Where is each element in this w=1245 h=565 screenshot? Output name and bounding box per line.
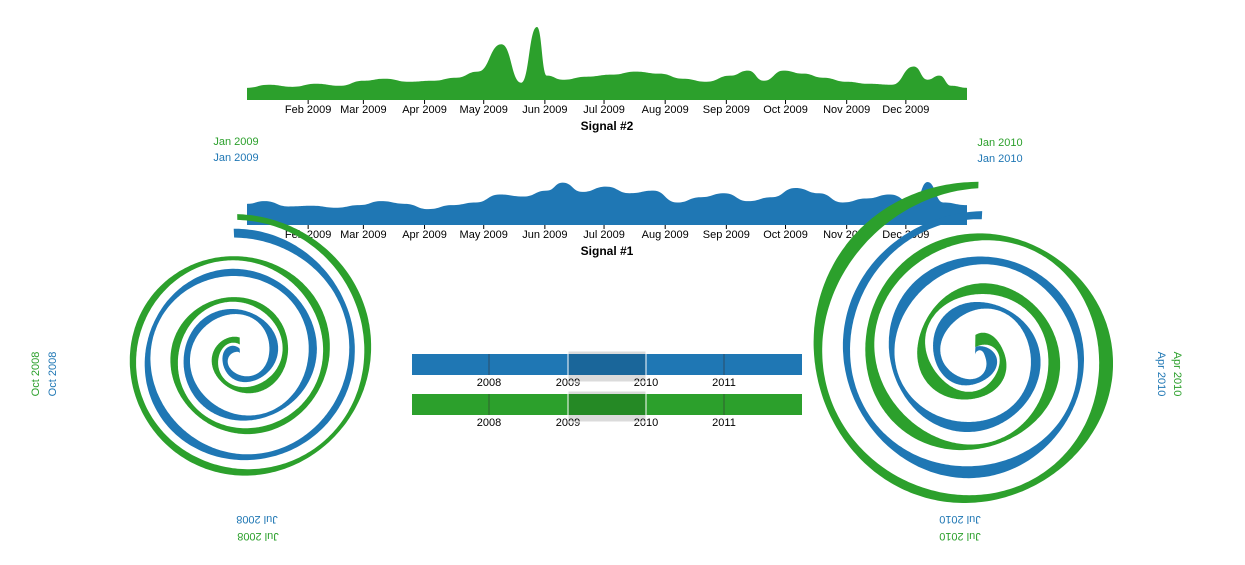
x-tick-label: May 2009 [460, 104, 508, 116]
x-tick-label: Jun 2009 [522, 229, 567, 241]
x-tick-label: Jul 2009 [583, 104, 625, 116]
x-tick-label: Nov 2009 [823, 104, 870, 116]
x-tick-label: Jun 2009 [522, 104, 567, 116]
signal1-title: Signal #1 [581, 244, 634, 258]
left-label-top-signal1: Jan 2009 [213, 152, 258, 164]
left-label-bottom-signal2: Jul 2008 [237, 530, 279, 542]
left-spiral: Jan 2009 Jan 2009 Oct 2008 Oct 2008 Jul … [30, 136, 372, 542]
x-tick-label: Oct 2009 [763, 229, 808, 241]
right-label-bottom-signal1: Jul 2010 [939, 513, 981, 525]
right-label-top-signal2: Jan 2010 [977, 137, 1022, 149]
spiral-band [842, 211, 1084, 479]
x-tick-label: Apr 2009 [402, 229, 447, 241]
x-tick-label: Oct 2009 [763, 104, 808, 116]
x-tick-label: May 2009 [460, 229, 508, 241]
mini-timeline-signal1[interactable]: 2008 2009 2010 2011 [412, 350, 802, 389]
mini-tick-label: 2009 [556, 417, 580, 429]
signal2-x-axis: Feb 2009 Mar 2009 Apr 2009 May 2009 Jun 2009… [285, 100, 929, 116]
left-spiral-signal1 [144, 228, 355, 461]
mini-tick-label: 2008 [477, 417, 501, 429]
right-spiral-signal2 [813, 181, 1113, 504]
mini-timeline-signal1-bar [412, 354, 802, 375]
x-tick-label: Sep 2009 [703, 104, 750, 116]
x-tick-label: Feb 2009 [285, 104, 331, 116]
x-tick-label: Dec 2009 [882, 104, 929, 116]
mini-tick-label: 2011 [712, 377, 736, 389]
spiral-band [144, 228, 355, 461]
right-label-top-signal1: Jan 2010 [977, 153, 1022, 165]
right-label-bottom-signal2: Jul 2010 [939, 530, 981, 542]
left-spiral-signal2 [129, 214, 372, 476]
spiral-band [813, 181, 1113, 504]
signal2-title: Signal #2 [581, 119, 634, 133]
right-spiral: Jan 2010 Jan 2010 Apr 2010 Apr 2010 Jul … [813, 137, 1183, 542]
left-label-bottom-signal1: Jul 2008 [236, 513, 278, 525]
x-tick-label: Mar 2009 [340, 104, 386, 116]
mini-timeline-signal2-axis: 2008 2009 2010 2011 [477, 394, 736, 429]
mini-timeline-signal2-brush[interactable] [567, 390, 647, 423]
mini-tick-label: 2010 [634, 417, 658, 429]
mini-timeline-signal1-brush[interactable] [567, 350, 647, 383]
left-label-side-signal1: Oct 2008 [47, 352, 59, 397]
x-tick-label: Mar 2009 [340, 229, 386, 241]
left-label-top-signal2: Jan 2009 [213, 136, 258, 148]
x-tick-label: Aug 2009 [642, 229, 689, 241]
x-tick-label: Aug 2009 [642, 104, 689, 116]
right-spiral-signal1 [842, 211, 1084, 479]
x-tick-label: Jul 2009 [583, 229, 625, 241]
mini-tick-label: 2008 [477, 377, 501, 389]
mini-timeline-signal2[interactable]: 2008 2009 2010 2011 [412, 390, 802, 429]
spiral-band [129, 214, 372, 476]
mini-tick-label: 2010 [634, 377, 658, 389]
x-tick-label: Sep 2009 [703, 229, 750, 241]
signal2-area [247, 27, 967, 100]
signal2-chart: Feb 2009 Mar 2009 Apr 2009 May 2009 Jun 2009… [247, 27, 967, 133]
mini-timeline-signal2-bar [412, 394, 802, 415]
signal1-x-axis: Feb 2009 Mar 2009 Apr 2009 May 2009 Jun 2009… [285, 225, 929, 241]
signal1-area [247, 181, 967, 225]
right-label-side-signal1: Apr 2010 [1155, 352, 1167, 397]
right-label-side-signal2: Apr 2010 [1171, 352, 1183, 397]
mini-tick-label: 2009 [556, 377, 580, 389]
mini-tick-label: 2011 [712, 417, 736, 429]
x-tick-label: Apr 2009 [402, 104, 447, 116]
left-label-side-signal2: Oct 2008 [30, 352, 42, 397]
mini-timeline-signal1-axis: 2008 2009 2010 2011 [477, 354, 736, 389]
